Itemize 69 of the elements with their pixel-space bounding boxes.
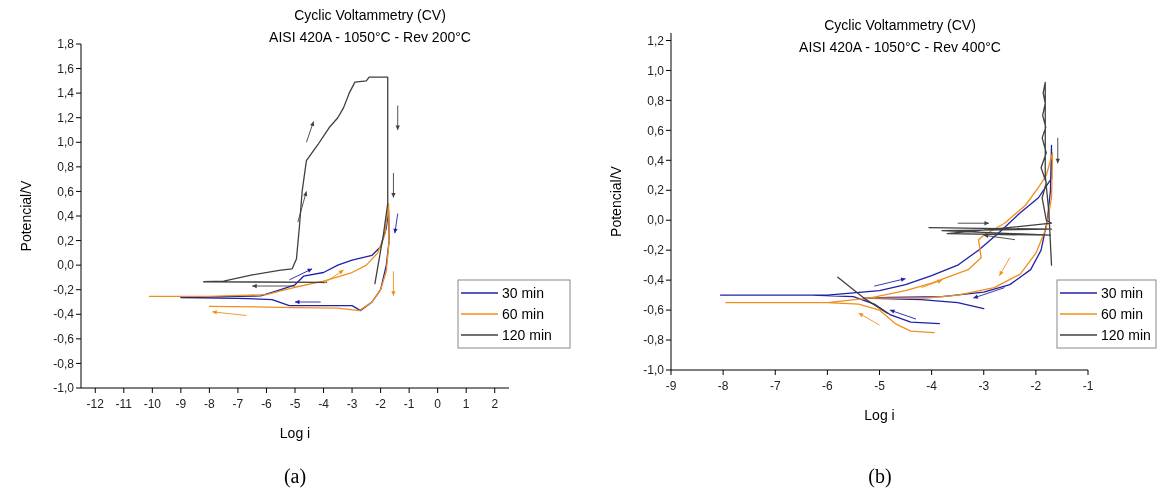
chart-subtitle: AISI 420A - 1050°C - Rev 400°C <box>799 39 1001 55</box>
x-tick-label: -6 <box>822 379 834 393</box>
y-tick-label: 0,8 <box>57 160 75 175</box>
y-tick-label: 0,6 <box>57 184 75 199</box>
legend-label: 30 min <box>1101 284 1144 301</box>
y-axis-title: Potencial/V <box>608 165 624 237</box>
x-tick-label: -4 <box>926 379 938 393</box>
y-tick-label: -0,2 <box>53 282 75 297</box>
y-tick-label: 0,4 <box>647 153 665 168</box>
y-tick-label: 1,4 <box>57 86 75 101</box>
y-tick-label: 0,2 <box>57 233 75 248</box>
y-tick-label: -0,6 <box>643 303 665 318</box>
text: (b) <box>868 465 892 488</box>
x-tick-label: -9 <box>665 379 677 393</box>
legend-label: 60 min <box>1101 305 1144 322</box>
y-tick-label: -0,8 <box>53 356 75 371</box>
y-tick-label: 1,6 <box>57 61 75 76</box>
x-axis-title: Log i <box>864 407 895 423</box>
x-tick-label: -5 <box>289 397 301 411</box>
legend-label: 120 min <box>502 326 552 343</box>
y-tick-label: -1,0 <box>643 363 665 378</box>
y-tick-label: -0,6 <box>53 332 75 347</box>
x-tick-label: -6 <box>261 397 273 411</box>
y-tick-label: 1,2 <box>57 110 75 125</box>
legend-label: 30 min <box>502 284 545 301</box>
line-series <box>203 76 389 285</box>
y-tick-label: -1,0 <box>53 381 75 396</box>
y-tick-label: -0,4 <box>53 307 75 322</box>
x-tick-label: 2 <box>491 397 499 411</box>
y-tick-label: 0,2 <box>647 183 665 198</box>
x-tick-label: -7 <box>232 397 244 411</box>
y-tick-label: 1,0 <box>57 135 75 150</box>
y-tick-label: -0,4 <box>643 273 665 288</box>
x-tick-label: -5 <box>874 379 886 393</box>
x-tick-label: 1 <box>462 397 470 411</box>
x-tick-label: -11 <box>115 397 133 411</box>
y-tick-label: 1,0 <box>647 63 665 78</box>
text: (a) <box>283 465 307 488</box>
x-tick-label: -12 <box>86 397 105 411</box>
y-axis-title: Potencial/V <box>18 179 34 252</box>
x-tick-label: -8 <box>717 379 729 393</box>
legend-label: 120 min <box>1101 326 1151 343</box>
y-tick-label: 0,8 <box>647 93 665 108</box>
y-tick-label: 0,0 <box>57 258 75 273</box>
y-tick-label: 0,4 <box>57 209 75 224</box>
x-tick-label: -2 <box>375 397 387 411</box>
chart-subtitle: AISI 420A - 1050°C - Rev 200°C <box>269 29 471 45</box>
legend-label: 60 min <box>502 305 545 322</box>
x-tick-label: -1 <box>1082 379 1094 393</box>
x-tick-label: 0 <box>434 397 442 411</box>
x-tick-label: -10 <box>143 397 162 411</box>
x-tick-label: -9 <box>175 397 187 411</box>
chart-title: Cyclic Voltammetry (CV) <box>824 17 976 33</box>
y-tick-label: -0,8 <box>643 333 665 348</box>
x-tick-label: -3 <box>346 397 358 411</box>
x-tick-label: -1 <box>403 397 415 411</box>
x-tick-label: -4 <box>318 397 330 411</box>
line-series <box>148 203 390 312</box>
y-tick-label: 0,6 <box>647 123 665 138</box>
y-tick-label: 1,8 <box>57 37 75 52</box>
y-tick-label: 1,2 <box>647 33 665 48</box>
x-tick-label: -8 <box>204 397 216 411</box>
x-tick-label: -7 <box>769 379 781 393</box>
x-tick-label: -3 <box>978 379 990 393</box>
y-tick-label: 0,0 <box>647 213 665 228</box>
x-axis-title: Log i <box>279 425 311 441</box>
x-tick-label: -2 <box>1030 379 1042 393</box>
y-tick-label: -0,2 <box>643 243 665 258</box>
chart-title: Cyclic Voltammetry (CV) <box>294 7 446 23</box>
